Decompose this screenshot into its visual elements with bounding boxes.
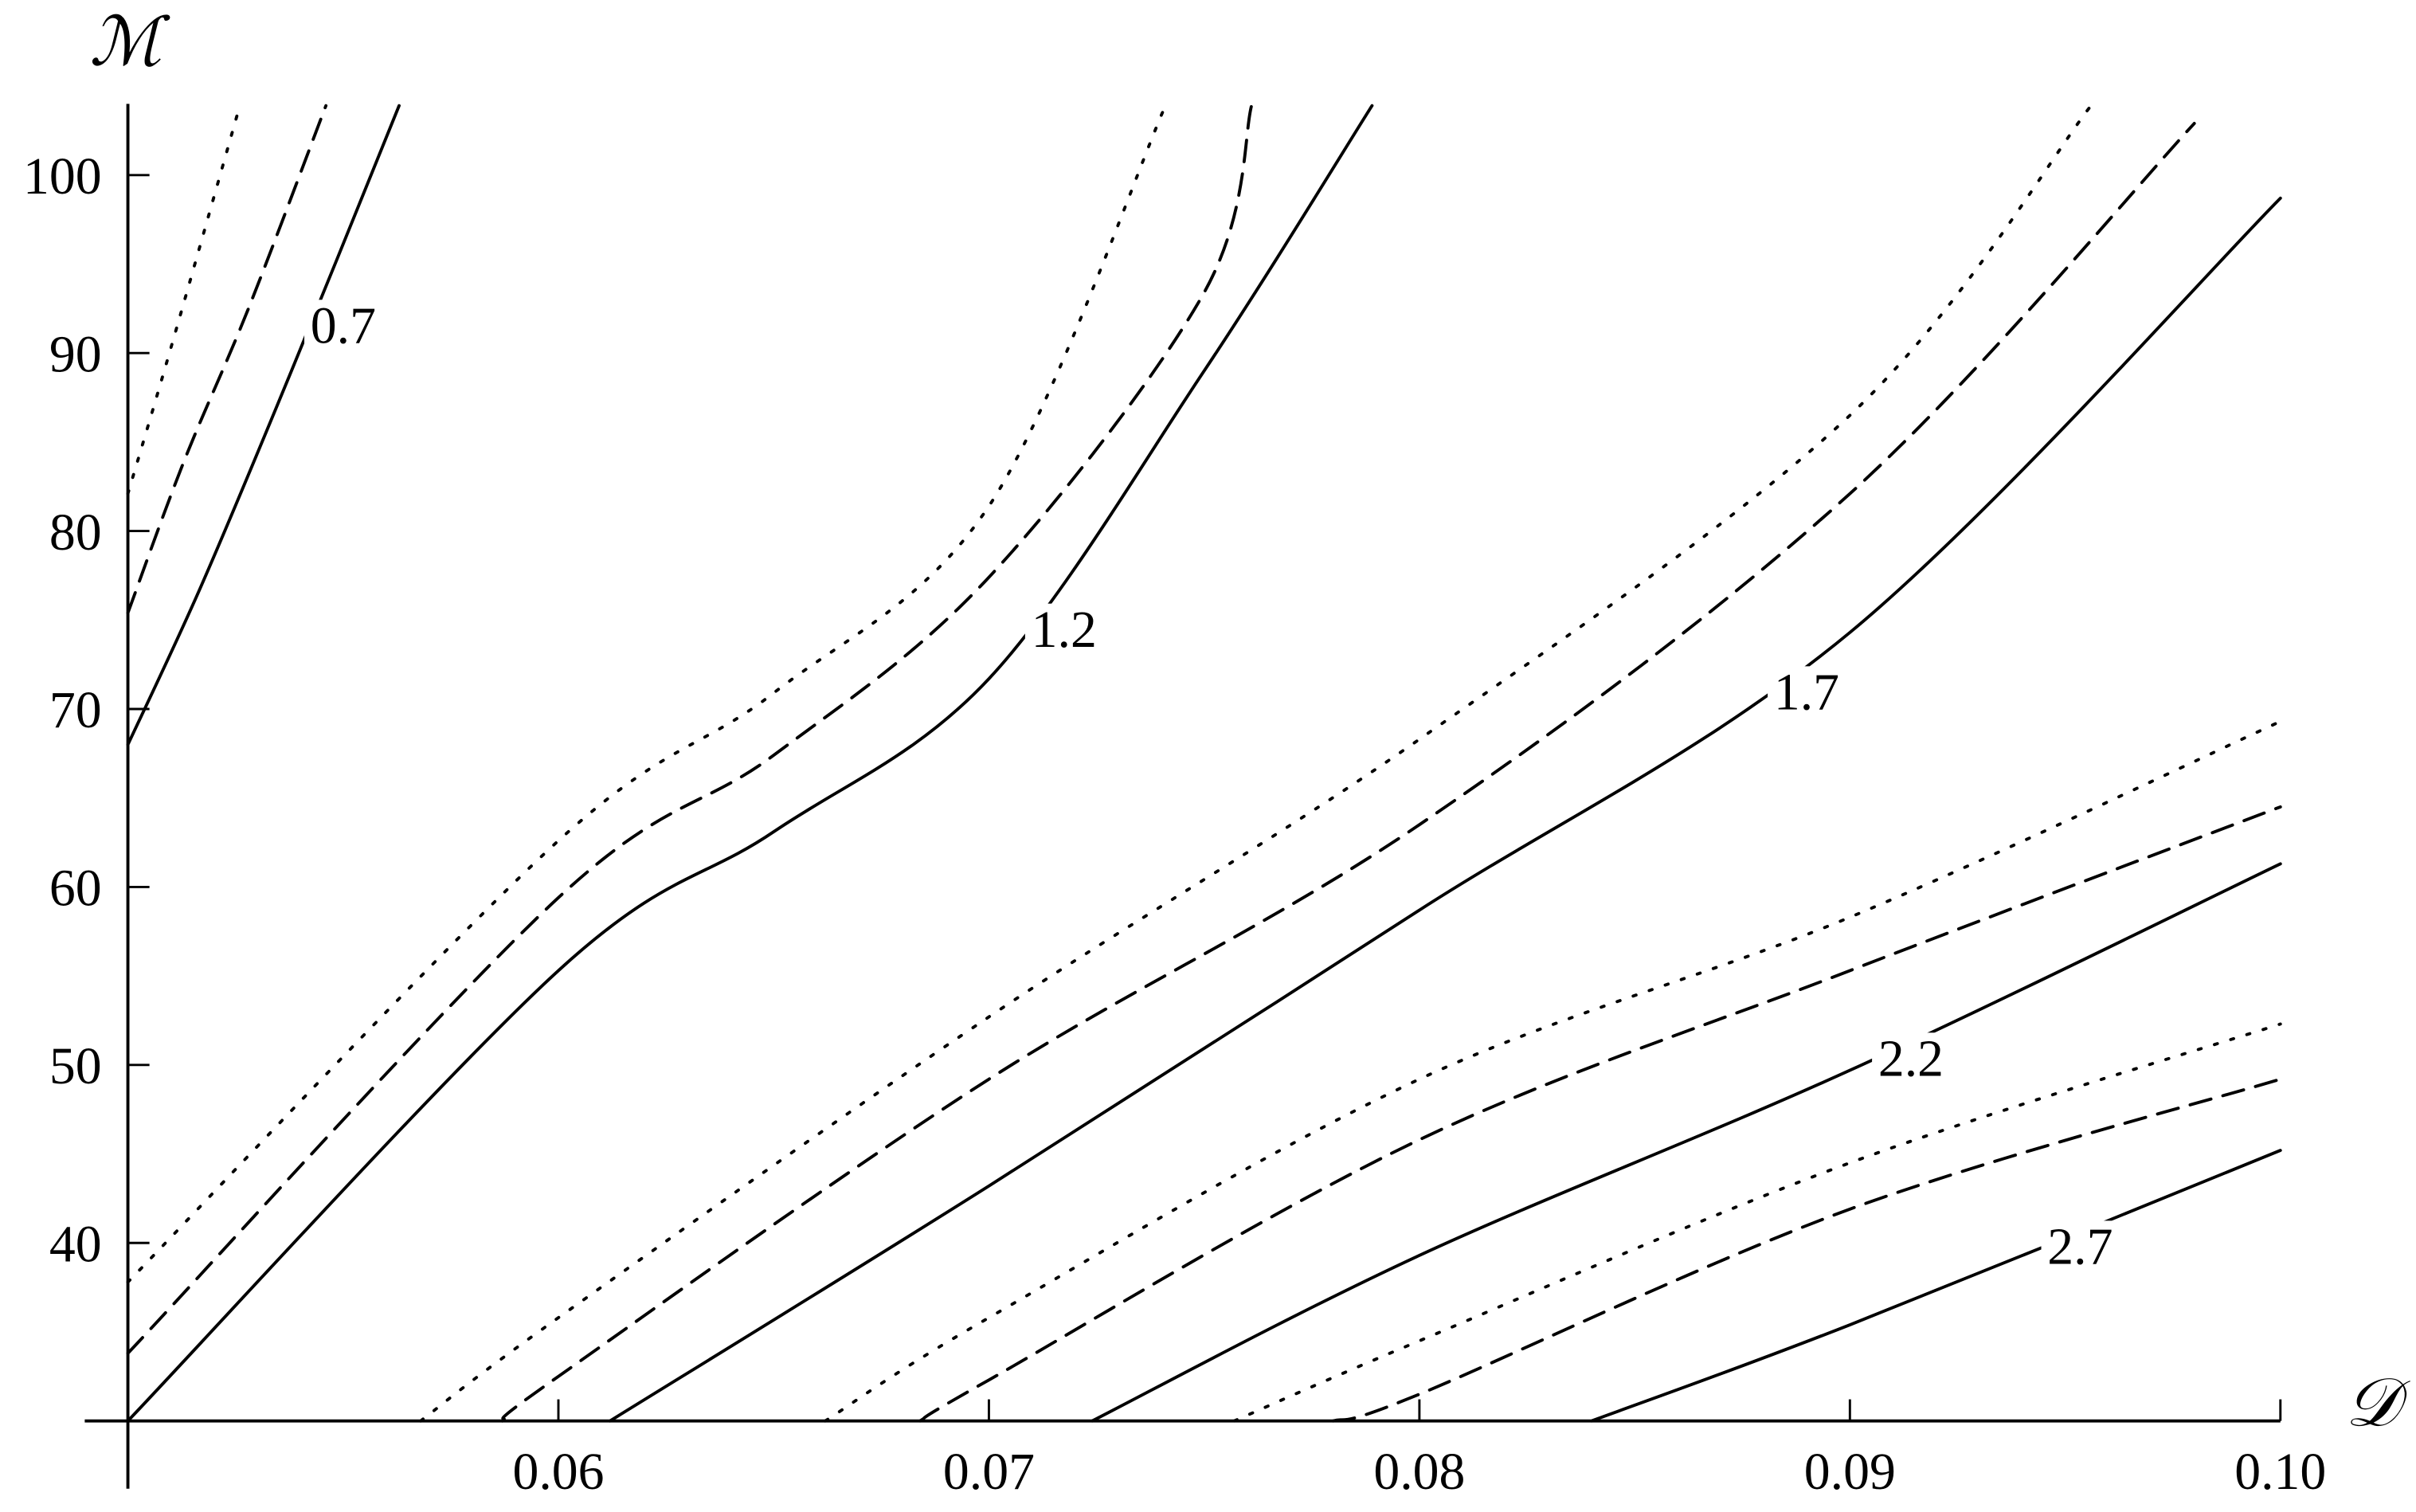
curve bbox=[126, 104, 1167, 1284]
curve bbox=[824, 719, 2282, 1423]
label-gap bbox=[1768, 666, 1851, 716]
curve bbox=[126, 104, 241, 496]
curve bbox=[126, 104, 1254, 1355]
x-tick-label: 0.06 bbox=[512, 1443, 604, 1501]
curve bbox=[608, 196, 2282, 1423]
curve-label: 1.2 bbox=[1032, 601, 1097, 659]
label-gap bbox=[1872, 1032, 1956, 1083]
label-gap bbox=[1024, 603, 1109, 653]
x-tick-label: 0.09 bbox=[1804, 1443, 1896, 1501]
y-axis-title: ℳ bbox=[89, 5, 170, 80]
curve bbox=[1331, 1077, 2282, 1423]
y-tick-label: 100 bbox=[23, 147, 102, 206]
curve-label: 0.7 bbox=[311, 296, 376, 354]
curve bbox=[126, 104, 1374, 1423]
curve bbox=[918, 805, 2282, 1423]
x-tick-label: 0.07 bbox=[943, 1443, 1035, 1501]
x-axis-title: 𝒟 bbox=[2345, 1365, 2410, 1440]
curve bbox=[126, 104, 401, 746]
y-tick-label: 90 bbox=[49, 325, 102, 383]
y-tick-label: 80 bbox=[49, 503, 102, 562]
curve bbox=[419, 104, 2093, 1423]
curve bbox=[126, 104, 328, 615]
y-tick-label: 70 bbox=[49, 681, 102, 739]
y-tick-label: 50 bbox=[49, 1037, 102, 1095]
curve-label: 1.7 bbox=[1774, 664, 1839, 722]
y-tick-label: 60 bbox=[49, 860, 102, 918]
curve-label: 2.2 bbox=[1878, 1029, 1944, 1087]
label-gap bbox=[304, 300, 388, 350]
curve bbox=[1091, 862, 2282, 1423]
curve-label: 2.7 bbox=[2047, 1218, 2113, 1276]
y-tick-label: 40 bbox=[49, 1215, 102, 1273]
x-tick-label: 0.10 bbox=[2234, 1443, 2326, 1501]
label-gap bbox=[2041, 1220, 2124, 1271]
x-tick-label: 0.08 bbox=[1373, 1443, 1465, 1501]
curve bbox=[1590, 1149, 2282, 1423]
curve bbox=[500, 122, 2196, 1423]
